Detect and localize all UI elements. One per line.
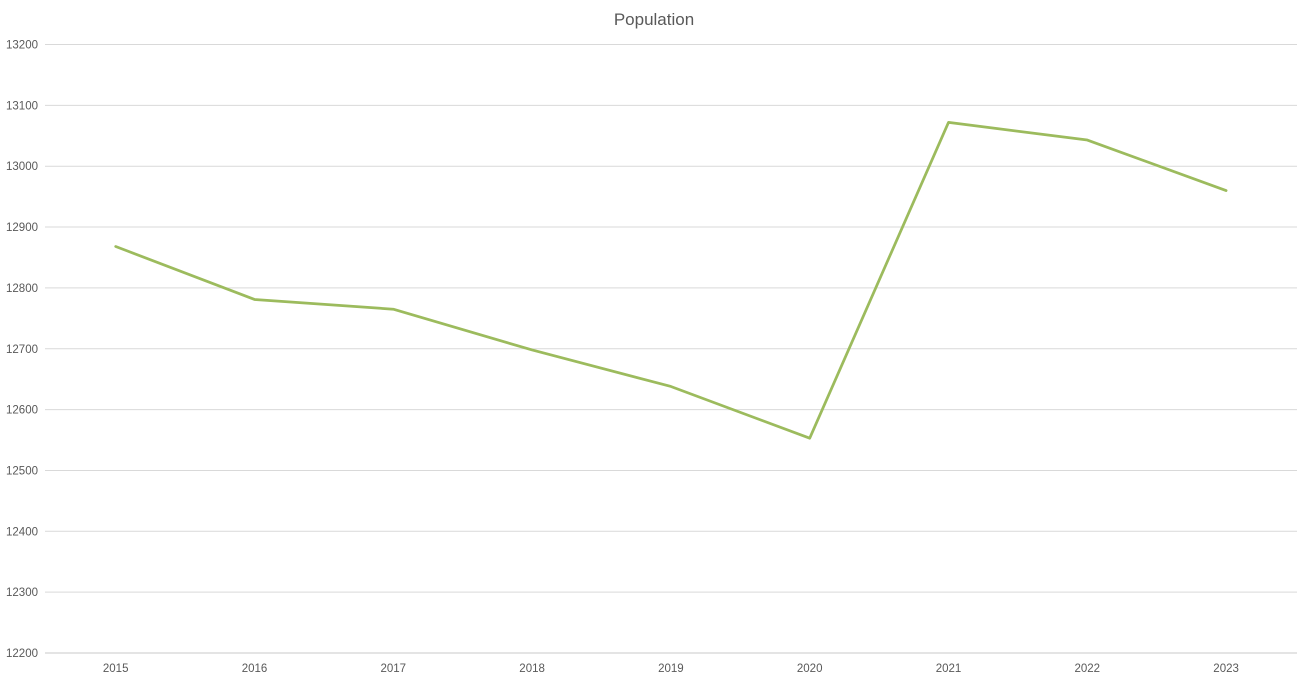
x-tick-label: 2019 — [658, 663, 684, 675]
x-tick-label: 2018 — [519, 663, 545, 675]
y-tick-label: 13200 — [6, 40, 38, 52]
y-tick-label: 12700 — [6, 344, 38, 356]
y-tick-label: 12600 — [6, 405, 38, 417]
x-tick-label: 2015 — [103, 663, 129, 675]
x-tick-label: 2021 — [936, 663, 962, 675]
y-tick-label: 12500 — [6, 465, 38, 477]
y-tick-label: 12200 — [6, 648, 38, 660]
x-tick-label: 2016 — [242, 663, 268, 675]
series-line-population — [114, 121, 1228, 440]
gridlines-group — [45, 44, 1297, 654]
y-tick-label: 12300 — [6, 587, 38, 599]
y-axis-labels-group: 12200 12300 12400 12500 12600 12700 12800 12900… — [6, 40, 38, 661]
chart-title: Population — [614, 10, 694, 29]
x-tick-label: 2022 — [1075, 663, 1101, 675]
x-tick-label: 2017 — [381, 663, 407, 675]
x-tick-label: 2020 — [797, 663, 823, 675]
y-tick-label: 12900 — [6, 222, 38, 234]
y-tick-label: 13100 — [6, 100, 38, 112]
series-group — [114, 121, 1228, 440]
y-tick-label: 12400 — [6, 526, 38, 538]
y-tick-label: 12800 — [6, 283, 38, 295]
x-tick-label: 2023 — [1213, 663, 1239, 675]
x-axis-labels-group: 2015 2016 2017 2018 2019 2020 2021 2022 2023 — [103, 663, 1239, 675]
y-tick-label: 13000 — [6, 161, 38, 173]
